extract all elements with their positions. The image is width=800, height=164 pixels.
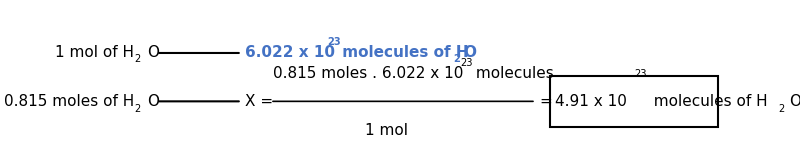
Text: O: O (463, 45, 476, 61)
Text: 23: 23 (327, 37, 341, 47)
Text: O: O (790, 94, 800, 109)
Text: X =: X = (245, 94, 278, 109)
Text: 4.91 x 10: 4.91 x 10 (555, 94, 626, 109)
Text: 23: 23 (460, 58, 473, 68)
Text: 6.022 x 10: 6.022 x 10 (245, 45, 335, 61)
Text: 2: 2 (134, 104, 140, 114)
Text: 0.815 moles . 6.022 x 10: 0.815 moles . 6.022 x 10 (274, 66, 464, 82)
Text: molecules of H: molecules of H (337, 45, 469, 61)
Text: 2: 2 (454, 54, 461, 64)
Text: 1 mol of H: 1 mol of H (55, 45, 134, 61)
Text: =: = (539, 94, 552, 109)
Text: 2: 2 (134, 54, 140, 64)
Text: O: O (146, 94, 158, 109)
Text: molecules: molecules (471, 66, 554, 82)
Text: O: O (146, 45, 158, 61)
FancyBboxPatch shape (550, 76, 718, 127)
Text: 2: 2 (778, 104, 784, 114)
Text: molecules of H: molecules of H (644, 94, 768, 109)
Text: 1 mol: 1 mol (365, 123, 408, 138)
Text: 23: 23 (634, 69, 646, 79)
Text: 0.815 moles of H: 0.815 moles of H (4, 94, 134, 109)
